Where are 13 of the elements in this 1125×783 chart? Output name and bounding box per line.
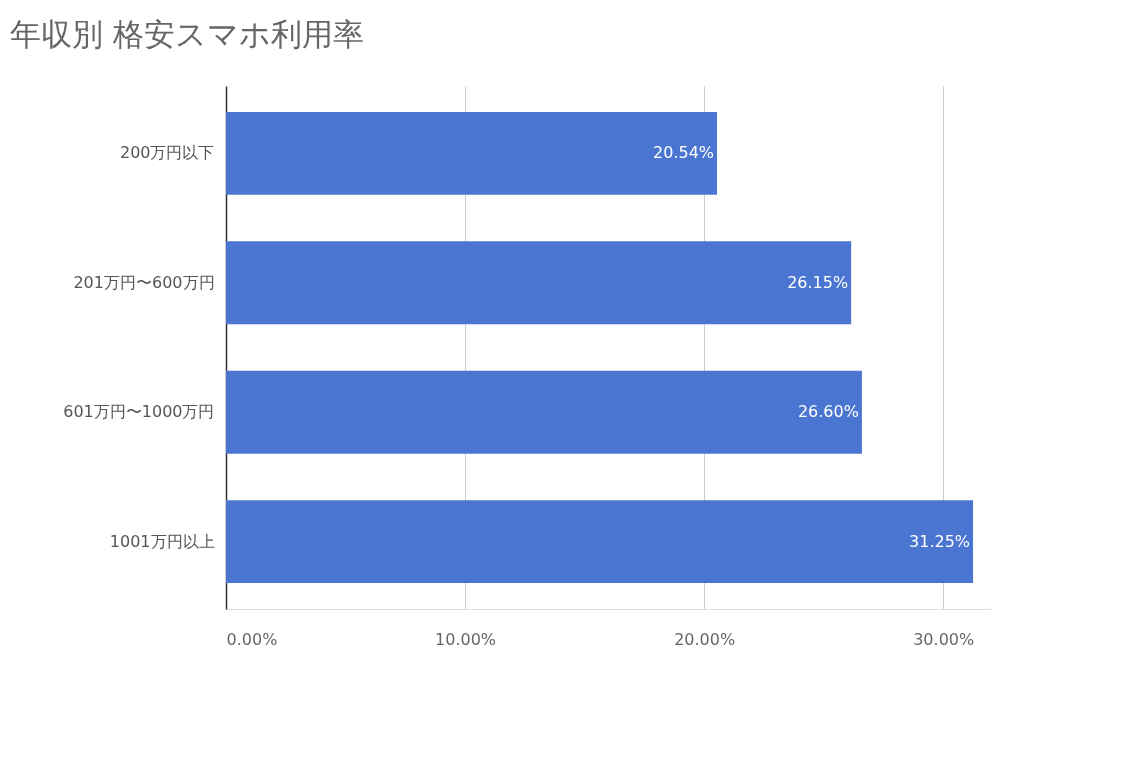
y-tick-label: 1001万円以上 — [109, 531, 215, 551]
data-label: 26.60% — [797, 402, 859, 422]
data-label: 31.25% — [909, 531, 971, 551]
y-tick-label: 201万円〜600万円 — [73, 272, 215, 292]
x-tick-label: 10.00% — [435, 629, 497, 649]
chart-title: 年収別 格安スマホ利用率 — [10, 16, 364, 52]
x-tick-label: 0.00% — [226, 629, 278, 649]
data-label: 26.15% — [787, 272, 849, 292]
x-tick-label: 30.00% — [913, 629, 975, 649]
y-tick-label: 601万円〜1000万円 — [63, 402, 215, 422]
x-tick-label: 20.00% — [674, 629, 736, 649]
y-tick-label: 200万円以下 — [119, 143, 215, 163]
data-label: 20.54% — [653, 143, 715, 163]
